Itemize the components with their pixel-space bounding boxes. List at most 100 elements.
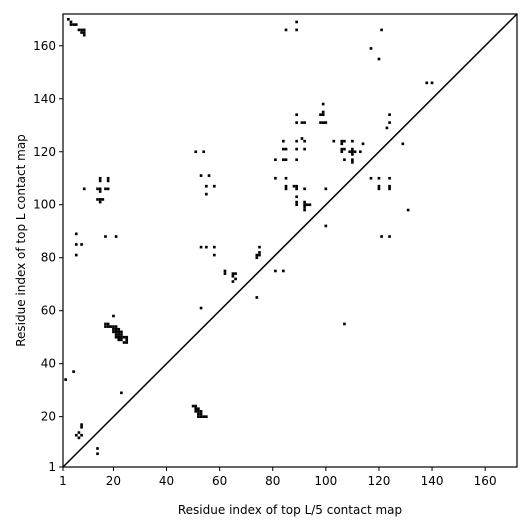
- contact-point: [359, 150, 362, 154]
- contact-point: [194, 404, 198, 408]
- contact-point: [197, 410, 200, 413]
- y-tick-label: 120: [33, 145, 56, 159]
- contact-point: [82, 187, 86, 191]
- contact-point: [388, 176, 391, 180]
- contact-point: [106, 179, 110, 183]
- x-tick-label: 160: [474, 474, 497, 488]
- y-tick-label: 20: [41, 410, 56, 424]
- contact-point: [114, 325, 118, 328]
- contact-point: [321, 110, 325, 114]
- contact-point: [194, 407, 198, 411]
- contact-point: [284, 147, 288, 151]
- contact-point: [295, 147, 298, 151]
- contact-point: [369, 47, 373, 50]
- contact-point: [197, 407, 200, 411]
- contact-point: [74, 433, 78, 437]
- contact-point: [282, 158, 285, 162]
- contact-point: [80, 433, 83, 437]
- contact-point: [284, 176, 288, 180]
- contact-point: [96, 447, 99, 450]
- contact-point: [231, 272, 235, 275]
- contact-point: [300, 121, 304, 124]
- x-tick-label: 120: [367, 474, 390, 488]
- contact-point: [223, 272, 227, 275]
- contact-point: [199, 306, 203, 310]
- contact-point: [112, 330, 115, 334]
- y-tick-label: 160: [33, 39, 56, 53]
- contact-point: [98, 200, 102, 204]
- contact-point: [69, 23, 73, 26]
- contact-point: [406, 208, 410, 212]
- contact-point: [321, 102, 325, 106]
- contact-point: [295, 200, 298, 204]
- x-axis-ticks: 1 20 40 60 80 100 120 140 160: [59, 467, 497, 488]
- contact-point: [351, 153, 354, 156]
- contact-point: [255, 296, 259, 299]
- contact-point: [295, 187, 298, 191]
- contact-point: [72, 23, 75, 26]
- contact-point: [117, 330, 121, 334]
- contact-point: [340, 142, 344, 146]
- contact-point: [343, 147, 346, 151]
- contact-point: [377, 57, 381, 61]
- contact-point: [106, 325, 110, 328]
- contact-point: [377, 187, 381, 191]
- contact-point: [319, 121, 322, 124]
- x-tick-label: 60: [212, 474, 227, 488]
- contact-point: [117, 335, 121, 339]
- contact-point: [199, 415, 203, 418]
- contact-point: [351, 150, 354, 154]
- contact-point: [205, 184, 208, 188]
- contact-point: [223, 269, 227, 273]
- contact-point: [295, 113, 298, 116]
- contact-point: [282, 139, 285, 143]
- contact-point: [207, 174, 211, 177]
- contact-point: [295, 20, 298, 24]
- contact-point: [324, 121, 328, 124]
- contact-point: [348, 150, 352, 154]
- contact-point: [74, 253, 78, 257]
- contact-point: [80, 28, 83, 32]
- contact-point: [80, 31, 83, 34]
- contact-point: [303, 139, 306, 143]
- contact-point: [77, 436, 81, 440]
- contact-point: [284, 28, 288, 32]
- contact-point: [234, 277, 237, 281]
- contact-point: [255, 253, 259, 257]
- contact-point: [255, 256, 259, 260]
- contact-point: [284, 158, 288, 162]
- contact-point: [388, 113, 391, 116]
- contact-point: [332, 139, 336, 143]
- contact-point: [98, 190, 102, 193]
- x-tick-label: 100: [314, 474, 337, 488]
- contact-point: [388, 184, 391, 188]
- contact-point: [114, 335, 118, 339]
- contact-point: [258, 253, 261, 257]
- points-layer: [64, 17, 434, 456]
- contact-point: [74, 232, 78, 236]
- contact-point: [98, 198, 102, 201]
- contact-point: [120, 338, 123, 342]
- contact-point: [353, 150, 357, 154]
- contact-point: [351, 139, 354, 143]
- contact-point: [117, 338, 121, 342]
- contact-point: [117, 333, 121, 336]
- contact-point: [205, 245, 208, 249]
- contact-point: [321, 113, 325, 116]
- contact-point: [197, 412, 200, 416]
- contact-point: [282, 147, 285, 151]
- contact-point: [104, 235, 107, 238]
- y-tick-label: 100: [33, 198, 56, 212]
- contact-point: [125, 335, 129, 339]
- contact-point: [213, 245, 216, 249]
- contact-point: [401, 142, 405, 146]
- contact-point: [284, 184, 288, 188]
- contact-point: [295, 184, 298, 188]
- y-tick-label: 140: [33, 92, 56, 106]
- y-tick-label: 60: [41, 304, 56, 318]
- contact-point: [231, 274, 235, 278]
- contact-point: [82, 31, 86, 34]
- contact-point: [96, 187, 99, 191]
- contact-point: [282, 269, 285, 273]
